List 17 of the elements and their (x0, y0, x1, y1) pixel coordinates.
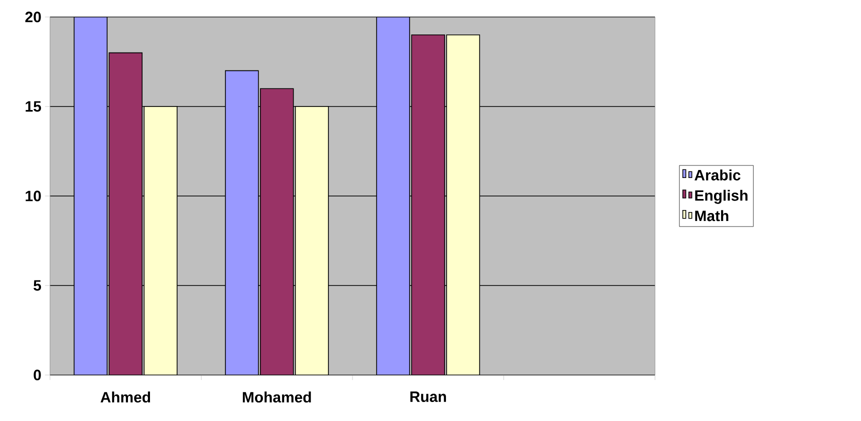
y-tick-label: 20 (25, 12, 41, 22)
y-tick-label: 10 (26, 190, 41, 202)
y-tick-label: 5 (34, 280, 42, 291)
bar (446, 34, 480, 375)
bar (144, 106, 178, 375)
bar (294, 106, 329, 375)
bar (411, 34, 446, 375)
x-tick-label: Ruan (410, 392, 446, 402)
legend-label: Math (695, 210, 728, 222)
y-tick-label: 0 (34, 370, 41, 380)
legend-label: English (695, 190, 748, 204)
x-tick-label: Ahmed (100, 392, 150, 403)
y-tick-label: 15 (26, 101, 42, 112)
bar (108, 52, 143, 375)
legend-label: Arabic (694, 169, 740, 180)
bar (260, 88, 294, 375)
x-tick-label: Mohamed (242, 392, 311, 403)
